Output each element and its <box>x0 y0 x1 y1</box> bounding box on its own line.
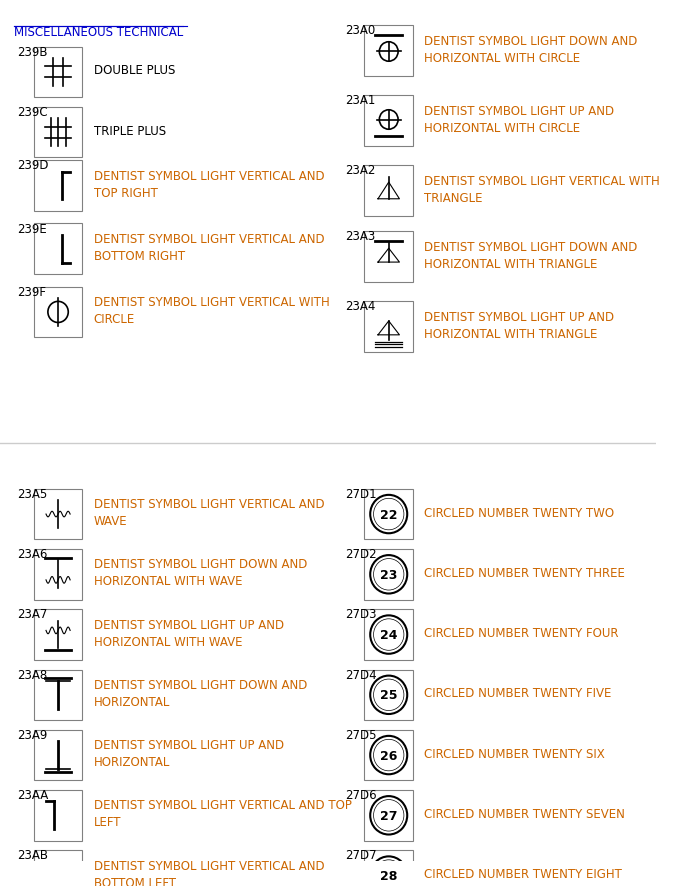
Text: 23A2: 23A2 <box>344 164 375 177</box>
FancyBboxPatch shape <box>34 670 83 720</box>
Text: DENTIST SYMBOL LIGHT UP AND
HORIZONTAL WITH CIRCLE: DENTIST SYMBOL LIGHT UP AND HORIZONTAL W… <box>424 105 615 135</box>
Text: DENTIST SYMBOL LIGHT DOWN AND
HORIZONTAL: DENTIST SYMBOL LIGHT DOWN AND HORIZONTAL <box>94 678 307 708</box>
Text: 26: 26 <box>380 749 398 762</box>
Text: 239F: 239F <box>17 285 46 299</box>
Text: 23A8: 23A8 <box>17 668 47 680</box>
Text: CIRCLED NUMBER TWENTY FOUR: CIRCLED NUMBER TWENTY FOUR <box>424 626 619 640</box>
Text: CIRCLED NUMBER TWENTY THREE: CIRCLED NUMBER TWENTY THREE <box>424 566 625 579</box>
Text: 25: 25 <box>380 688 398 702</box>
Text: 23AB: 23AB <box>17 849 48 861</box>
FancyBboxPatch shape <box>365 610 413 660</box>
Text: DENTIST SYMBOL LIGHT UP AND
HORIZONTAL WITH WAVE: DENTIST SYMBOL LIGHT UP AND HORIZONTAL W… <box>94 618 284 648</box>
Text: 27D4: 27D4 <box>344 668 377 680</box>
Text: 23A5: 23A5 <box>17 487 47 501</box>
Text: 22: 22 <box>380 508 398 521</box>
FancyBboxPatch shape <box>34 851 83 886</box>
FancyBboxPatch shape <box>365 27 413 77</box>
Text: CIRCLED NUMBER TWENTY SIX: CIRCLED NUMBER TWENTY SIX <box>424 747 605 760</box>
FancyBboxPatch shape <box>34 161 83 212</box>
Text: 239D: 239D <box>17 159 48 172</box>
Text: 27D5: 27D5 <box>344 728 376 741</box>
Text: DENTIST SYMBOL LIGHT DOWN AND
HORIZONTAL WITH TRIANGLE: DENTIST SYMBOL LIGHT DOWN AND HORIZONTAL… <box>424 240 638 270</box>
Text: 23A4: 23A4 <box>344 300 375 313</box>
Text: 23A6: 23A6 <box>17 548 47 561</box>
FancyBboxPatch shape <box>34 730 83 781</box>
FancyBboxPatch shape <box>365 851 413 886</box>
Text: DENTIST SYMBOL LIGHT VERTICAL WITH
TRIANGLE: DENTIST SYMBOL LIGHT VERTICAL WITH TRIAN… <box>424 175 660 205</box>
Text: CIRCLED NUMBER TWENTY EIGHT: CIRCLED NUMBER TWENTY EIGHT <box>424 867 622 880</box>
Text: 27: 27 <box>380 809 398 822</box>
FancyBboxPatch shape <box>365 96 413 146</box>
FancyBboxPatch shape <box>365 670 413 720</box>
Text: 23AA: 23AA <box>17 789 48 801</box>
Text: DENTIST SYMBOL LIGHT UP AND
HORIZONTAL: DENTIST SYMBOL LIGHT UP AND HORIZONTAL <box>94 738 284 768</box>
Text: 23: 23 <box>380 568 398 581</box>
Text: CIRCLED NUMBER TWENTY SEVEN: CIRCLED NUMBER TWENTY SEVEN <box>424 807 625 820</box>
FancyBboxPatch shape <box>34 549 83 600</box>
FancyBboxPatch shape <box>34 48 83 98</box>
FancyBboxPatch shape <box>34 224 83 275</box>
Text: 239C: 239C <box>17 105 48 119</box>
Text: DENTIST SYMBOL LIGHT DOWN AND
HORIZONTAL WITH CIRCLE: DENTIST SYMBOL LIGHT DOWN AND HORIZONTAL… <box>424 35 638 65</box>
FancyBboxPatch shape <box>34 790 83 841</box>
FancyBboxPatch shape <box>34 489 83 540</box>
Text: 27D7: 27D7 <box>344 849 377 861</box>
Text: DENTIST SYMBOL LIGHT VERTICAL AND
BOTTOM LEFT: DENTIST SYMBOL LIGHT VERTICAL AND BOTTOM… <box>94 859 324 886</box>
FancyBboxPatch shape <box>365 730 413 781</box>
Text: 24: 24 <box>380 628 398 641</box>
Text: 239E: 239E <box>17 222 47 236</box>
FancyBboxPatch shape <box>34 610 83 660</box>
Text: DENTIST SYMBOL LIGHT VERTICAL AND
BOTTOM RIGHT: DENTIST SYMBOL LIGHT VERTICAL AND BOTTOM… <box>94 232 324 262</box>
Text: DOUBLE PLUS: DOUBLE PLUS <box>94 65 175 77</box>
Text: 23A0: 23A0 <box>344 24 375 37</box>
Text: 23A1: 23A1 <box>344 94 375 107</box>
Text: DENTIST SYMBOL LIGHT VERTICAL AND
TOP RIGHT: DENTIST SYMBOL LIGHT VERTICAL AND TOP RI… <box>94 169 324 199</box>
FancyBboxPatch shape <box>365 166 413 216</box>
Text: DENTIST SYMBOL LIGHT VERTICAL WITH
CIRCLE: DENTIST SYMBOL LIGHT VERTICAL WITH CIRCL… <box>94 296 330 326</box>
Text: 23A3: 23A3 <box>344 230 375 243</box>
Text: TRIPLE PLUS: TRIPLE PLUS <box>94 125 166 137</box>
FancyBboxPatch shape <box>365 232 413 283</box>
FancyBboxPatch shape <box>365 489 413 540</box>
Text: MISCELLANEOUS TECHNICAL: MISCELLANEOUS TECHNICAL <box>14 27 183 39</box>
Text: CIRCLED NUMBER TWENTY TWO: CIRCLED NUMBER TWENTY TWO <box>424 506 615 519</box>
Text: 27D3: 27D3 <box>344 608 376 621</box>
FancyBboxPatch shape <box>365 302 413 353</box>
Text: DENTIST SYMBOL LIGHT DOWN AND
HORIZONTAL WITH WAVE: DENTIST SYMBOL LIGHT DOWN AND HORIZONTAL… <box>94 557 307 587</box>
Text: 28: 28 <box>380 869 398 882</box>
Text: CIRCLED NUMBER TWENTY FIVE: CIRCLED NUMBER TWENTY FIVE <box>424 687 612 700</box>
Text: DENTIST SYMBOL LIGHT UP AND
HORIZONTAL WITH TRIANGLE: DENTIST SYMBOL LIGHT UP AND HORIZONTAL W… <box>424 310 615 340</box>
FancyBboxPatch shape <box>365 790 413 841</box>
Text: 27D6: 27D6 <box>344 789 377 801</box>
Text: 239B: 239B <box>17 45 48 58</box>
Text: 23A9: 23A9 <box>17 728 47 741</box>
FancyBboxPatch shape <box>34 287 83 338</box>
Text: DENTIST SYMBOL LIGHT VERTICAL AND TOP
LEFT: DENTIST SYMBOL LIGHT VERTICAL AND TOP LE… <box>94 798 351 828</box>
Text: DENTIST SYMBOL LIGHT VERTICAL AND
WAVE: DENTIST SYMBOL LIGHT VERTICAL AND WAVE <box>94 498 324 527</box>
FancyBboxPatch shape <box>365 549 413 600</box>
Text: 23A7: 23A7 <box>17 608 47 621</box>
FancyBboxPatch shape <box>34 108 83 159</box>
Text: 27D2: 27D2 <box>344 548 377 561</box>
Text: 27D1: 27D1 <box>344 487 377 501</box>
